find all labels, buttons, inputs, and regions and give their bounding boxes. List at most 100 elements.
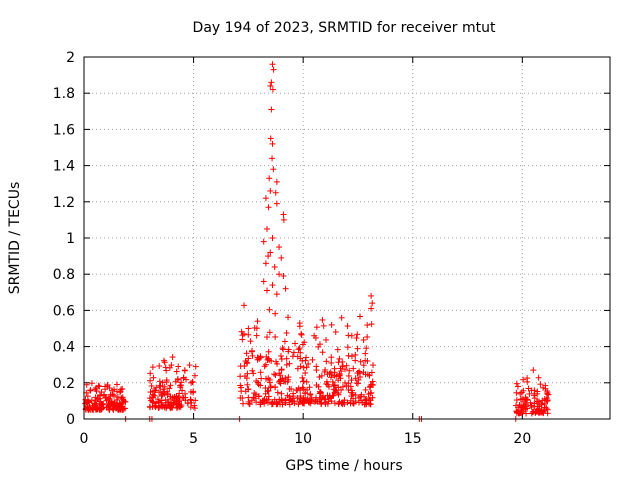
data-point (513, 380, 520, 387)
data-point (243, 375, 250, 382)
data-point (117, 388, 124, 395)
data-point (247, 338, 254, 345)
data-point (370, 362, 377, 369)
data-point (163, 378, 170, 385)
data-point (280, 211, 287, 218)
data-point (364, 322, 371, 329)
data-point (240, 400, 247, 407)
data-point (147, 377, 154, 384)
data-point (266, 379, 273, 386)
data-point (280, 216, 287, 223)
data-point (245, 355, 252, 362)
data-point (265, 204, 272, 211)
data-point (531, 400, 538, 407)
data-point (298, 331, 305, 338)
data-point (369, 378, 376, 385)
data-point (264, 287, 271, 294)
data-point (188, 399, 195, 406)
data-point (240, 330, 247, 337)
data-point (352, 357, 359, 364)
data-point (239, 336, 246, 343)
data-point (354, 345, 361, 352)
data-point (92, 386, 99, 393)
data-point (187, 404, 194, 411)
x-tick-label: 0 (80, 431, 89, 447)
data-point (295, 401, 302, 408)
data-point (269, 140, 276, 147)
data-point (345, 372, 352, 379)
data-point (345, 332, 352, 339)
data-point (169, 354, 176, 361)
data-point (540, 410, 547, 417)
data-point (537, 381, 544, 388)
data-point (267, 187, 274, 194)
data-point (327, 374, 334, 381)
data-point (317, 389, 324, 396)
data-point (255, 393, 262, 400)
data-point (297, 396, 304, 403)
data-point (166, 385, 173, 392)
data-point (265, 348, 272, 355)
data-point (117, 400, 124, 407)
data-point (184, 400, 191, 407)
data-point (179, 394, 186, 401)
y-tick-label: 2 (66, 50, 75, 66)
data-point (333, 387, 340, 394)
data-point (290, 349, 297, 356)
data-point (260, 238, 267, 245)
data-point (322, 399, 329, 406)
data-point (237, 363, 244, 370)
data-point (82, 400, 89, 407)
data-point (285, 314, 292, 321)
data-point (265, 387, 272, 394)
data-point (309, 356, 316, 363)
data-point (286, 360, 293, 367)
y-tick-label: 0.8 (53, 267, 75, 283)
data-point (186, 362, 193, 369)
data-point (241, 302, 248, 309)
y-tick-label: 1.8 (53, 86, 75, 102)
data-point (268, 106, 275, 113)
data-point (161, 390, 168, 397)
data-point (290, 393, 297, 400)
data-point (353, 335, 360, 342)
data-point (120, 397, 127, 404)
data-point (545, 391, 552, 398)
data-point (295, 346, 302, 353)
data-point (172, 378, 179, 385)
data-point (167, 382, 174, 389)
data-point (269, 399, 276, 406)
data-point (519, 404, 526, 411)
data-point (152, 402, 159, 409)
data-point (350, 365, 357, 372)
data-point (344, 344, 351, 351)
data-point (272, 384, 279, 391)
data-point (514, 383, 521, 390)
data-point (356, 313, 363, 320)
data-point (338, 314, 345, 321)
x-axis-label: GPS time / hours (285, 458, 402, 474)
data-point (149, 394, 156, 401)
data-point (299, 384, 306, 391)
data-point (366, 384, 373, 391)
x-tick-label: 10 (294, 431, 312, 447)
data-point (368, 369, 375, 376)
data-point (245, 394, 252, 401)
data-point (88, 380, 95, 387)
data-point (281, 338, 288, 345)
data-point (331, 382, 338, 389)
data-point (272, 310, 279, 317)
data-point (544, 406, 551, 413)
data-point (324, 392, 331, 399)
data-point (367, 401, 374, 408)
data-point (180, 395, 187, 402)
data-point (517, 390, 524, 397)
data-point (293, 387, 300, 394)
data-point (178, 379, 185, 386)
data-point (324, 381, 331, 388)
data-point (527, 402, 534, 409)
data-point (191, 405, 198, 412)
data-point (114, 405, 121, 412)
data-point (269, 235, 276, 241)
